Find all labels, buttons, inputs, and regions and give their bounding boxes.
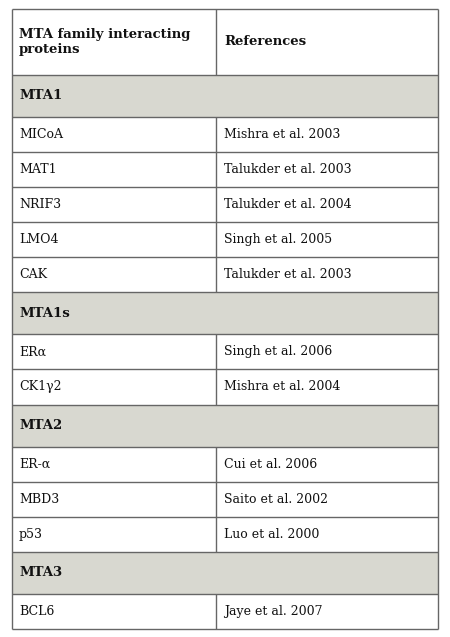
Bar [12,404,438,447]
Bar [12,552,438,594]
Bar [12,482,438,517]
Bar [12,594,438,629]
Text: MICoA: MICoA [19,128,63,141]
Text: CK1γ2: CK1γ2 [19,380,62,394]
Text: LMO4: LMO4 [19,233,58,246]
Text: MTA family interacting
proteins: MTA family interacting proteins [19,28,190,56]
Text: ER-α: ER-α [19,457,50,471]
Bar [12,447,438,482]
Bar [12,152,438,187]
Text: Singh et al. 2005: Singh et al. 2005 [225,233,333,246]
Text: CAK: CAK [19,268,47,281]
Text: ERα: ERα [19,345,46,359]
Bar [12,292,438,334]
Text: p53: p53 [19,528,43,541]
Text: MTA3: MTA3 [19,566,62,580]
Text: Mishra et al. 2004: Mishra et al. 2004 [225,380,341,394]
Text: Talukder et al. 2004: Talukder et al. 2004 [225,198,352,211]
Bar [12,517,438,552]
Text: MTA1: MTA1 [19,89,62,103]
Text: MBD3: MBD3 [19,492,59,506]
Text: Jaye et al. 2007: Jaye et al. 2007 [225,605,323,618]
Bar [12,257,438,292]
Text: NRIF3: NRIF3 [19,198,61,211]
Text: Talukder et al. 2003: Talukder et al. 2003 [225,163,352,176]
Text: Talukder et al. 2003: Talukder et al. 2003 [225,268,352,281]
Bar [12,222,438,257]
Text: MAT1: MAT1 [19,163,57,176]
Text: Luo et al. 2000: Luo et al. 2000 [225,528,320,541]
Text: Singh et al. 2006: Singh et al. 2006 [225,345,333,359]
Text: MTA1s: MTA1s [19,307,70,320]
Text: References: References [225,36,306,48]
Text: MTA2: MTA2 [19,419,62,432]
Bar [12,117,438,152]
Text: Saito et al. 2002: Saito et al. 2002 [225,492,328,506]
Bar [12,334,438,369]
Text: Mishra et al. 2003: Mishra et al. 2003 [225,128,341,141]
Bar [12,9,438,75]
Text: Cui et al. 2006: Cui et al. 2006 [225,457,318,471]
Bar [12,369,438,404]
Bar [12,75,438,117]
Text: BCL6: BCL6 [19,605,54,618]
Bar [12,187,438,222]
